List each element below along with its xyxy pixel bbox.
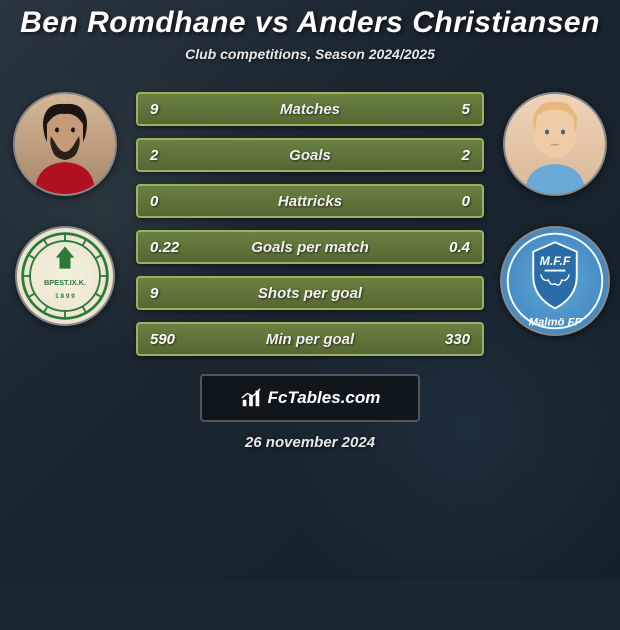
subtitle: Club competitions, Season 2024/2025 [185, 46, 435, 62]
stat-left-value: 2 [150, 147, 195, 164]
stat-row-min-per-goal: 590 Min per goal 330 [136, 322, 484, 356]
svg-text:M.F.F: M.F.F [540, 254, 571, 268]
left-column: BPEST.IX.K. 1 8 9 9 [0, 92, 130, 326]
stat-right-value: 330 [425, 331, 470, 348]
player-left-avatar [13, 92, 117, 196]
stat-label: Shots per goal [195, 285, 425, 302]
svg-text:Malmö FF: Malmö FF [529, 316, 583, 328]
stat-right-value: 5 [425, 101, 470, 118]
stat-row-shots-per-goal: 9 Shots per goal [136, 276, 484, 310]
brand-badge: FcTables.com [200, 374, 420, 422]
stat-label: Goals per match [195, 239, 425, 256]
stat-left-value: 0.22 [150, 239, 195, 256]
club-left-badge: BPEST.IX.K. 1 8 9 9 [15, 226, 115, 326]
stat-left-value: 590 [150, 331, 195, 348]
stat-row-matches: 9 Matches 5 [136, 92, 484, 126]
stat-label: Hattricks [195, 193, 425, 210]
stat-row-hattricks: 0 Hattricks 0 [136, 184, 484, 218]
page-title: Ben Romdhane vs Anders Christiansen [20, 6, 600, 40]
brand-label: FcTables.com [268, 388, 381, 408]
stats-column: 9 Matches 5 2 Goals 2 0 Hattricks 0 0.22… [130, 92, 490, 356]
stat-label: Min per goal [195, 331, 425, 348]
stat-right-value: 0.4 [425, 239, 470, 256]
svg-text:BPEST.IX.K.: BPEST.IX.K. [44, 278, 86, 287]
stat-label: Goals [195, 147, 425, 164]
stat-right-value: 2 [425, 147, 470, 164]
stat-left-value: 9 [150, 285, 195, 302]
svg-text:1 8 9 9: 1 8 9 9 [55, 293, 75, 300]
stat-label: Matches [195, 101, 425, 118]
player-right-avatar [503, 92, 607, 196]
comparison-card: Ben Romdhane vs Anders Christiansen Club… [0, 0, 620, 580]
date-label: 26 november 2024 [245, 434, 375, 451]
brand-icon [240, 387, 262, 409]
stat-left-value: 0 [150, 193, 195, 210]
stat-row-goals: 2 Goals 2 [136, 138, 484, 172]
stat-right-value: 0 [425, 193, 470, 210]
club-right-badge: M.F.F Malmö FF [500, 226, 610, 336]
stat-left-value: 9 [150, 101, 195, 118]
stat-row-goals-per-match: 0.22 Goals per match 0.4 [136, 230, 484, 264]
right-column: M.F.F Malmö FF [490, 92, 620, 336]
content-row: BPEST.IX.K. 1 8 9 9 9 Matches 5 2 Goals … [0, 92, 620, 356]
